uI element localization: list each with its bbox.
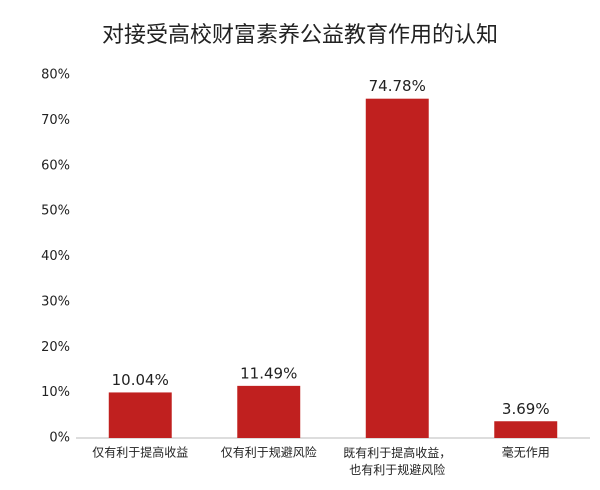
x-tick-label: 仅有利于规避风险 [221, 445, 317, 460]
y-tick-label: 70% [41, 113, 70, 128]
bar [108, 392, 172, 438]
y-tick-label: 80% [41, 68, 70, 83]
bar [365, 98, 429, 438]
bar [237, 385, 301, 438]
value-label: 10.04% [112, 371, 169, 389]
x-tick-label: 毫无作用 [502, 445, 550, 460]
y-tick-label: 60% [41, 158, 70, 173]
y-tick-label: 10% [41, 385, 70, 400]
value-label: 3.69% [502, 400, 550, 418]
y-tick-label: 40% [41, 249, 70, 264]
y-tick-label: 50% [41, 204, 70, 219]
value-label: 11.49% [240, 364, 297, 382]
y-tick-label: 0% [49, 431, 70, 446]
y-tick-label: 20% [41, 340, 70, 355]
x-tick-label: 既有利于提高收益，也有利于规避风险 [343, 445, 451, 477]
x-tick-label: 仅有利于提高收益 [92, 445, 188, 460]
y-tick-label: 30% [41, 294, 70, 309]
bar [494, 421, 558, 438]
chart-title: 对接受高校财富素养公益教育作用的认知 [102, 23, 498, 48]
value-label: 74.78% [369, 77, 426, 95]
